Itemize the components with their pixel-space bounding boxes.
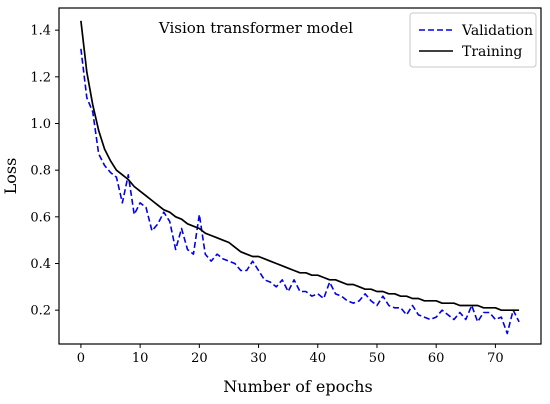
x-tick-label: 40	[309, 351, 326, 366]
y-tick-label: 1.2	[30, 70, 51, 85]
y-tick-label: 0.6	[30, 210, 51, 225]
x-tick-label: 10	[132, 351, 149, 366]
chart-annotation: Vision transformer model	[158, 19, 353, 37]
x-tick-label: 50	[369, 351, 386, 366]
tick-layer: 0 10 20 30 40 50 60 70 0.2 0.4 0.6 0.8 1.0 1.2 1.4	[30, 24, 503, 366]
series-line-training	[80, 20, 520, 312]
y-tick-label: 1.4	[30, 24, 51, 39]
series-line-validation	[80, 48, 520, 335]
x-tick-label: 60	[428, 351, 445, 366]
x-tick-label: 20	[191, 351, 208, 366]
legend-validation-label: Validation	[461, 23, 533, 39]
x-tick-label: 70	[487, 351, 504, 366]
x-tick-label: 30	[250, 351, 267, 366]
y-tick-label: 1.0	[30, 117, 51, 132]
legend-box	[409, 12, 537, 68]
y-tick-label: 0.4	[30, 257, 51, 272]
series-layer	[80, 20, 520, 335]
x-axis-title: Number of epochs	[223, 377, 372, 396]
y-tick-label: 0.8	[30, 164, 51, 179]
x-tick-label: 0	[77, 351, 85, 366]
legend-training-label: Training	[462, 44, 522, 60]
legend: Validation Training	[409, 12, 537, 68]
y-axis-title: Loss	[1, 158, 20, 195]
y-tick-label: 0.2	[30, 304, 51, 319]
